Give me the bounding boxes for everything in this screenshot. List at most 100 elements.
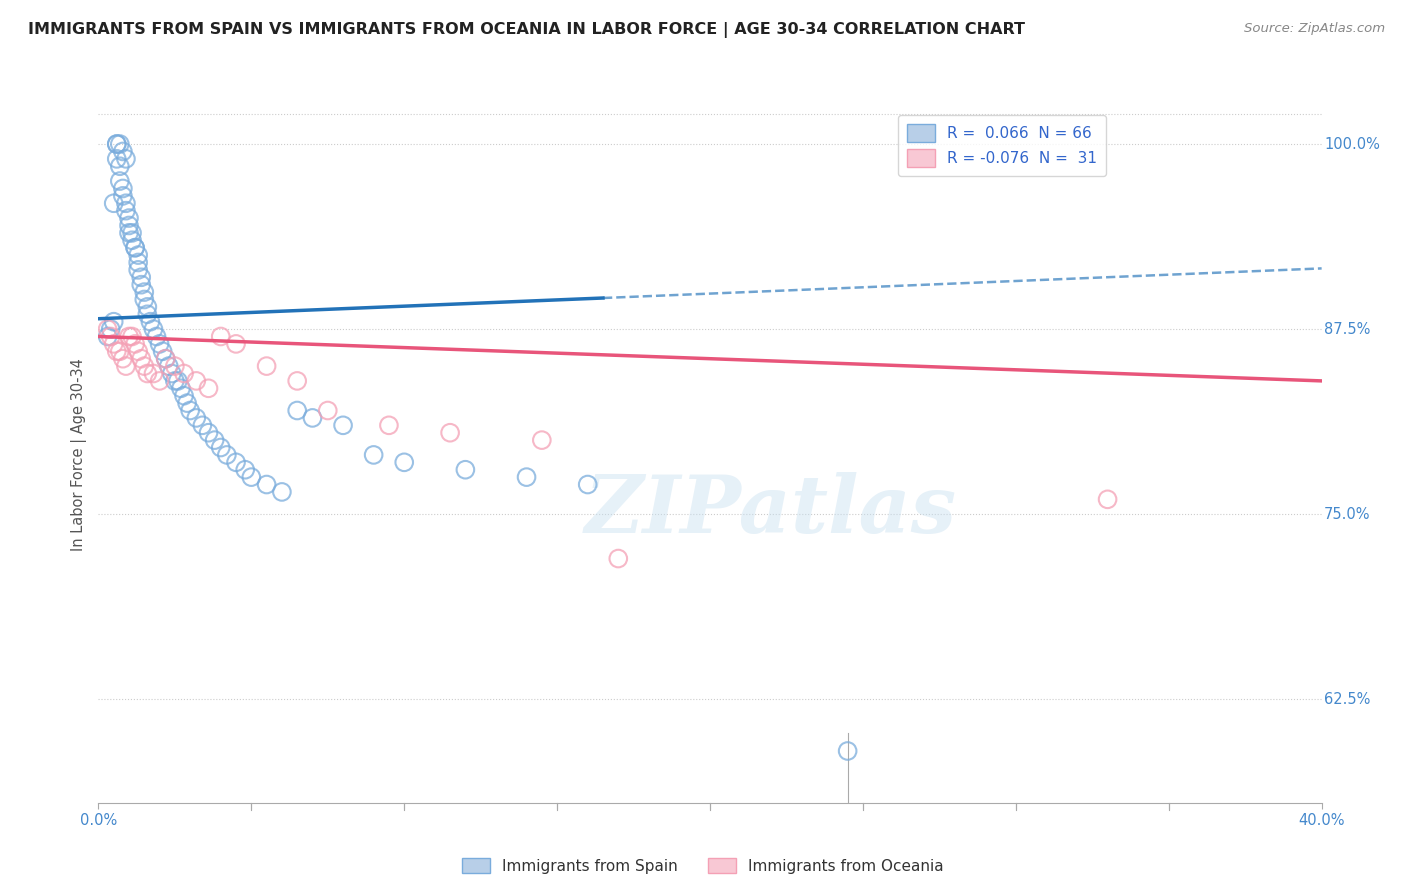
Point bbox=[129, 277, 152, 292]
Point bbox=[530, 433, 553, 447]
Text: 100.0%: 100.0% bbox=[1324, 136, 1379, 152]
Point bbox=[152, 344, 174, 359]
Point bbox=[127, 255, 149, 269]
Point bbox=[103, 196, 125, 211]
Point bbox=[256, 477, 278, 491]
Point bbox=[270, 484, 292, 499]
Point bbox=[316, 403, 339, 417]
Point bbox=[136, 307, 159, 321]
Point bbox=[378, 418, 401, 433]
Point bbox=[118, 226, 141, 240]
Legend: R =  0.066  N = 66, R = -0.076  N =  31: R = 0.066 N = 66, R = -0.076 N = 31 bbox=[898, 115, 1107, 177]
Point bbox=[197, 425, 219, 440]
Text: Source: ZipAtlas.com: Source: ZipAtlas.com bbox=[1244, 22, 1385, 36]
Text: 75.0%: 75.0% bbox=[1324, 507, 1371, 522]
Point bbox=[179, 403, 201, 417]
Point bbox=[103, 337, 125, 351]
Point bbox=[149, 337, 172, 351]
Point bbox=[124, 241, 146, 255]
Point bbox=[209, 441, 232, 455]
Point bbox=[100, 329, 122, 343]
Point bbox=[160, 367, 183, 381]
Point bbox=[215, 448, 238, 462]
Point bbox=[240, 470, 263, 484]
Text: 87.5%: 87.5% bbox=[1324, 322, 1371, 336]
Point bbox=[105, 136, 128, 151]
Point bbox=[108, 344, 131, 359]
Point bbox=[108, 159, 131, 173]
Point bbox=[173, 389, 195, 403]
Point bbox=[167, 374, 190, 388]
Point bbox=[157, 359, 180, 373]
Point bbox=[115, 203, 138, 218]
Point bbox=[176, 396, 198, 410]
Point bbox=[121, 329, 143, 343]
Point bbox=[197, 381, 219, 395]
Point bbox=[118, 211, 141, 225]
Point bbox=[118, 219, 141, 233]
Point bbox=[607, 551, 630, 566]
Point bbox=[186, 411, 208, 425]
Y-axis label: In Labor Force | Age 30-34: In Labor Force | Age 30-34 bbox=[72, 359, 87, 551]
Point bbox=[332, 418, 354, 433]
Point bbox=[439, 425, 461, 440]
Text: IMMIGRANTS FROM SPAIN VS IMMIGRANTS FROM OCEANIA IN LABOR FORCE | AGE 30-34 CORR: IMMIGRANTS FROM SPAIN VS IMMIGRANTS FROM… bbox=[28, 22, 1025, 38]
Point bbox=[173, 367, 195, 381]
Point bbox=[163, 359, 186, 373]
Point bbox=[142, 367, 165, 381]
Point bbox=[145, 329, 167, 343]
Point bbox=[105, 344, 128, 359]
Point bbox=[363, 448, 385, 462]
Point bbox=[576, 477, 599, 491]
Point bbox=[837, 744, 859, 758]
Point bbox=[204, 433, 226, 447]
Point bbox=[134, 285, 156, 299]
Point bbox=[108, 136, 131, 151]
Point bbox=[115, 359, 138, 373]
Legend: Immigrants from Spain, Immigrants from Oceania: Immigrants from Spain, Immigrants from O… bbox=[456, 852, 950, 880]
Point bbox=[163, 374, 186, 388]
Point bbox=[124, 241, 146, 255]
Point bbox=[105, 136, 128, 151]
Point bbox=[285, 403, 308, 417]
Point bbox=[233, 463, 256, 477]
Point bbox=[134, 293, 156, 307]
Point bbox=[256, 359, 278, 373]
Point bbox=[115, 196, 138, 211]
Point bbox=[225, 337, 247, 351]
Point bbox=[105, 152, 128, 166]
Point bbox=[124, 337, 146, 351]
Point bbox=[155, 351, 177, 366]
Point bbox=[191, 418, 214, 433]
Point bbox=[285, 374, 308, 388]
Point bbox=[225, 455, 247, 469]
Point bbox=[186, 374, 208, 388]
Point bbox=[134, 359, 156, 373]
Point bbox=[100, 322, 122, 336]
Point bbox=[111, 189, 134, 203]
Point bbox=[127, 344, 149, 359]
Point bbox=[111, 181, 134, 195]
Point bbox=[136, 367, 159, 381]
Point bbox=[127, 248, 149, 262]
Point bbox=[516, 470, 538, 484]
Point bbox=[108, 174, 131, 188]
Point bbox=[1097, 492, 1119, 507]
Point bbox=[97, 329, 120, 343]
Point bbox=[111, 145, 134, 159]
Point bbox=[170, 381, 193, 395]
Point bbox=[209, 329, 232, 343]
Point bbox=[103, 315, 125, 329]
Point bbox=[121, 226, 143, 240]
Point bbox=[127, 263, 149, 277]
Text: 62.5%: 62.5% bbox=[1324, 691, 1371, 706]
Point bbox=[111, 351, 134, 366]
Point bbox=[115, 152, 138, 166]
Point bbox=[142, 322, 165, 336]
Point bbox=[121, 233, 143, 247]
Point bbox=[139, 315, 162, 329]
Point bbox=[149, 374, 172, 388]
Point bbox=[129, 351, 152, 366]
Point bbox=[392, 455, 416, 469]
Point bbox=[155, 351, 177, 366]
